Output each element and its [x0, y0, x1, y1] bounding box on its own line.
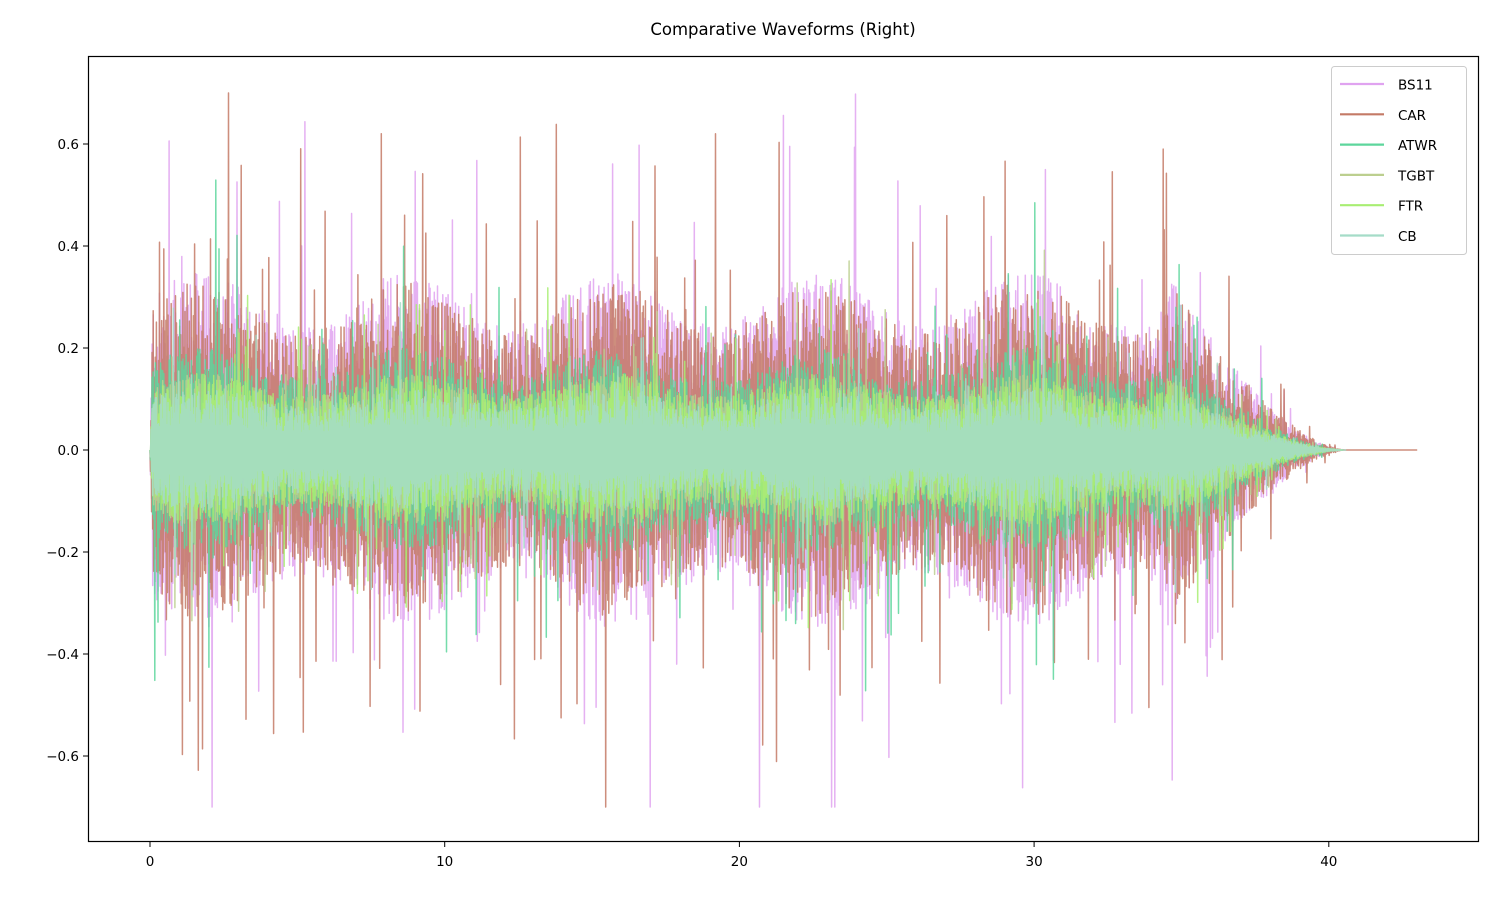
x-tick-label: 20 — [731, 854, 748, 870]
series-cb — [149, 301, 1347, 596]
x-axis: 0 10 20 30 40 — [146, 842, 1337, 870]
x-tick-label: 40 — [1320, 854, 1337, 870]
waveform-series-group — [149, 92, 1418, 808]
legend-label: BS11 — [1398, 78, 1433, 94]
legend-label: ATWR — [1398, 138, 1437, 154]
y-tick-label: −0.4 — [46, 647, 79, 663]
legend-item-atwr: ATWR — [1340, 138, 1437, 154]
y-tick-label: −0.2 — [46, 545, 79, 561]
legend: BS11 CAR ATWR TGBT FTR CB — [1331, 66, 1467, 255]
legend-item-tgbt: TGBT — [1340, 168, 1435, 184]
y-tick-label: 0.4 — [58, 239, 79, 255]
series-car — [149, 92, 1418, 808]
y-tick-label: −0.6 — [46, 749, 79, 765]
legend-box — [1331, 66, 1467, 255]
legend-item-cb: CB — [1340, 229, 1417, 245]
y-tick-label: 0.6 — [58, 137, 79, 153]
legend-label: TGBT — [1397, 168, 1435, 184]
x-tick-label: 30 — [1026, 854, 1043, 870]
legend-item-car: CAR — [1340, 108, 1426, 124]
y-tick-label: 0.0 — [58, 443, 79, 459]
y-tick-label: 0.2 — [58, 341, 79, 357]
x-tick-label: 0 — [146, 854, 155, 870]
x-tick-label: 10 — [436, 854, 453, 870]
y-axis: −0.6 −0.4 −0.2 0.0 0.2 0.4 0.6 — [46, 137, 88, 765]
legend-label: CB — [1398, 229, 1417, 245]
legend-label: FTR — [1398, 199, 1423, 215]
legend-label: CAR — [1398, 108, 1426, 124]
chart-title: Comparative Waveforms (Right) — [650, 20, 916, 39]
plot-frame — [87, 55, 1480, 843]
legend-item-bs11: BS11 — [1340, 78, 1433, 94]
legend-item-ftr: FTR — [1340, 199, 1423, 215]
